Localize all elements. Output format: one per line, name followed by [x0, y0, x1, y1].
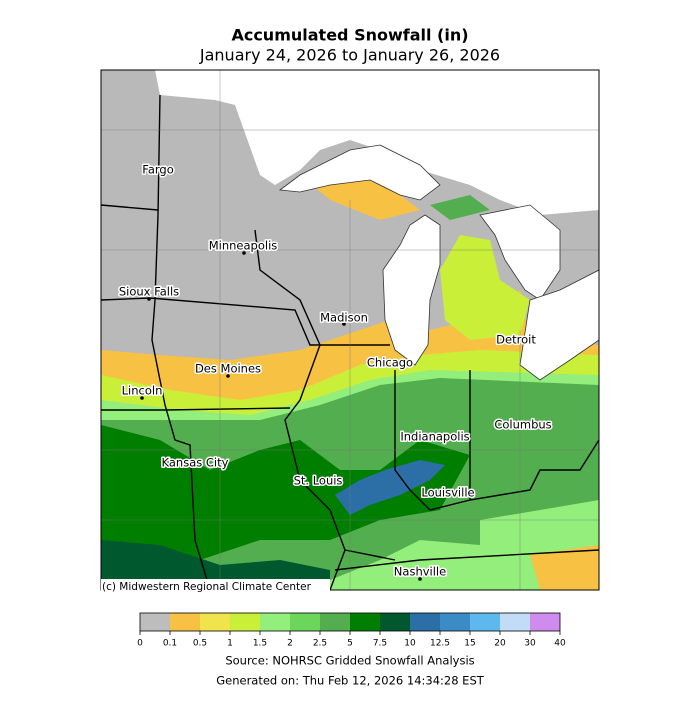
colorbar-segment [410, 613, 440, 631]
city-label: Lincoln [122, 384, 163, 398]
map-frame [100, 69, 600, 591]
colorbar-segment [140, 613, 170, 631]
lake-michigan [382, 214, 441, 366]
city-dot [147, 297, 151, 301]
city-dot [242, 251, 246, 255]
band [530, 545, 599, 590]
colorbar-tick-label: 10 [404, 639, 416, 649]
colorbar-segment [500, 613, 530, 631]
city-label: Nashville [394, 565, 446, 579]
lake-erie [519, 269, 599, 381]
colorbar-tick-label: 30 [524, 639, 536, 649]
state-border [334, 370, 599, 571]
band [101, 540, 330, 590]
colorbar-tick-label: 12.5 [430, 639, 450, 649]
state-border [101, 204, 390, 590]
colorbar-segment [290, 613, 320, 631]
colorbar-tick-label: 20 [494, 639, 506, 649]
city-label: Detroit [496, 333, 536, 347]
city-label: Kansas City [162, 456, 229, 470]
colorbar-tick-label: 0 [137, 639, 143, 649]
colorbar-segment [320, 613, 350, 631]
credit: (c) Midwestern Regional Climate Center [102, 581, 312, 593]
subtitle: January 24, 2026 to January 26, 2026 [199, 46, 500, 65]
colorbar-segment [350, 613, 380, 631]
colorbar-segment [260, 613, 290, 631]
title: Accumulated Snowfall (in) [231, 26, 468, 45]
map [101, 70, 599, 590]
colorbar-tick-label: 2 [287, 639, 293, 649]
colorbar-segment [440, 613, 470, 631]
city-label: Louisville [421, 486, 474, 500]
colorbar-segment [170, 613, 200, 631]
colorbar-tick-label: 1 [227, 639, 233, 649]
canada [155, 70, 599, 215]
colorbar-segment [230, 613, 260, 631]
source: Source: NOHRSC Gridded Snowfall Analysis [225, 654, 474, 668]
city-dot [140, 396, 144, 400]
city-label: Sioux Falls [119, 285, 179, 299]
colorbar-tick-label: 1.5 [253, 639, 267, 649]
colorbar-tick-label: 0.5 [193, 639, 207, 649]
band [101, 425, 470, 560]
city-dot [226, 374, 230, 378]
lake-superior [278, 144, 441, 201]
colorbar-segment [200, 613, 230, 631]
colorbar-segment [470, 613, 500, 631]
colorbar: 0 0.1 0.5 1 1.5 2 2.5 5 7.5 10 12.5 15 20 30 40 [137, 612, 566, 649]
band [440, 235, 530, 340]
generated: Generated on: Thu Feb 12, 2026 14:34:28 … [216, 674, 485, 688]
state-border [151, 94, 211, 590]
city-label: Columbus [494, 418, 551, 432]
city-label: Des Moines [195, 362, 261, 376]
credit-box [101, 579, 330, 591]
city-label: Fargo [142, 163, 173, 177]
city-dot [342, 322, 346, 326]
city-label: Chicago [367, 356, 413, 370]
colorbar-tick-label: 0.1 [163, 639, 177, 649]
city-label: Indianapolis [400, 430, 469, 444]
colorbar-tick-label: 40 [554, 639, 566, 649]
colorbar-tick-label: 15 [464, 639, 475, 649]
city-dot [418, 577, 422, 581]
city-label: Minneapolis [209, 239, 278, 253]
county-lines [101, 70, 599, 590]
state-border [254, 229, 346, 590]
colorbar-tick-label: 2.5 [313, 639, 327, 649]
cities: Fargo Minneapolis Sioux Falls Madison Des Mo… [117, 161, 553, 581]
city-label: Madison [320, 311, 368, 325]
colorbar-tick-label: 7.5 [373, 639, 387, 649]
colorbar-tick-label: 5 [347, 639, 353, 649]
band [335, 460, 445, 515]
colorbar-segment [380, 613, 410, 631]
colorbar-segment [530, 613, 560, 631]
band [430, 195, 490, 220]
city-label: St. Louis [294, 474, 343, 488]
